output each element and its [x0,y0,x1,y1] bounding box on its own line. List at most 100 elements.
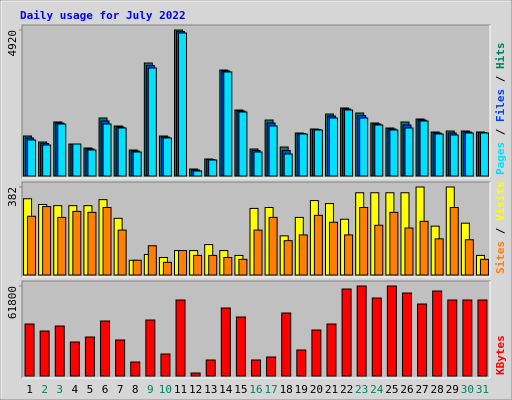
x-tick-label: 30 [461,383,474,396]
x-tick-label: 6 [102,383,109,396]
bar [132,151,142,177]
x-tick-label: 10 [159,383,172,396]
bar [344,109,354,177]
bar [417,303,428,377]
bar [313,129,323,177]
chart-title: Daily usage for July 2022 [20,9,186,22]
bar [404,127,414,177]
bar [328,221,338,276]
x-tick-label: 17 [264,383,277,396]
bar [87,149,97,177]
bar [147,67,157,177]
x-tick-label: 23 [355,383,368,396]
bar [238,258,248,276]
bar [389,129,399,177]
bar [235,316,246,377]
x-tick-label: 13 [204,383,217,396]
bar [57,123,67,177]
bar [145,319,156,377]
x-tick-label: 19 [295,383,308,396]
bar [220,307,231,377]
bar [464,132,474,177]
bar [434,238,444,276]
bar [208,159,218,177]
x-tick-label: 8 [132,383,139,396]
bar [283,240,293,276]
bar [266,356,277,377]
legend: Pages / Files / Hits [494,43,507,176]
bar [205,359,216,377]
legend-separator: / [494,221,507,241]
bar [359,207,369,276]
x-tick-label: 16 [249,383,262,396]
bar [341,288,352,377]
bar [117,127,127,177]
x-tick-label: 1 [26,383,33,396]
bar [208,254,218,276]
bar [404,227,414,276]
bar [178,32,188,177]
x-tick-label: 4 [72,383,79,396]
bar [356,285,367,377]
bar [449,207,459,276]
x-tick-label: 27 [415,383,428,396]
bar [419,120,429,177]
x-tick-label: 28 [431,383,444,396]
legend: KBytes [494,335,507,375]
bar [374,124,384,177]
bar [298,234,308,276]
bar [281,312,292,377]
bar [193,254,203,276]
bar [238,111,248,177]
bar [223,256,233,276]
bar [87,211,97,276]
x-tick-label: 14 [219,383,233,396]
bar [162,261,172,276]
legend-entry: Sites [494,241,507,274]
bar [462,299,473,377]
bar [175,299,186,377]
bar [419,220,429,276]
bar [102,123,112,177]
bar [479,258,489,276]
bar [313,214,323,276]
bar [401,292,412,377]
bar [389,211,399,276]
bar [434,133,444,177]
bar [296,349,307,377]
bar [27,139,37,177]
x-tick-label: 26 [400,383,413,396]
bar [432,290,443,377]
y-tick-label: 61800 [6,286,19,319]
bar [102,207,112,276]
bar [447,299,458,377]
x-tick-label: 3 [56,383,63,396]
bar [359,117,369,177]
bar [477,299,488,377]
bar [27,215,37,276]
legend-entry: Files [494,89,507,122]
bar [24,323,35,377]
x-tick-label: 12 [189,383,202,396]
bar [100,320,111,377]
x-tick-label: 15 [234,383,247,396]
legend-entry: Pages [494,142,507,175]
legend-separator: / [494,122,507,142]
x-tick-label: 5 [87,383,94,396]
legend: Sites / Visits [494,181,507,274]
bar [328,117,338,177]
legend-entry: Hits [494,43,507,70]
bar [449,134,459,177]
bar [72,143,82,177]
x-tick-label: 18 [280,383,293,396]
bar [130,361,141,377]
bar [54,325,65,377]
bar [117,229,127,276]
bar [42,144,52,177]
bar [39,330,50,377]
bar [479,132,489,177]
bar [84,336,95,377]
bar [253,229,263,276]
legend-entry: KBytes [494,335,507,375]
x-tick-label: 31 [476,383,489,396]
